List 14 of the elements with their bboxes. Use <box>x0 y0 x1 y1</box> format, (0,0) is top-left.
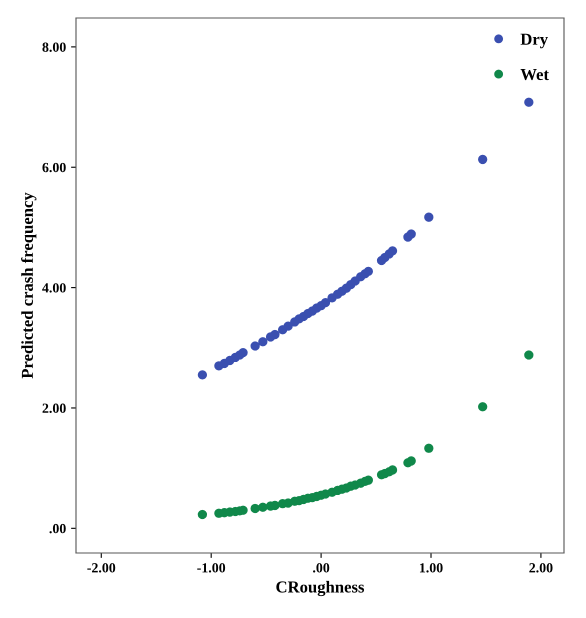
x-tick-label: 2.00 <box>529 563 553 573</box>
y-axis-title: Predicted crash frequency <box>21 192 36 378</box>
y-tick-label: 2.00 <box>42 404 66 413</box>
x-axis-title: CRoughness <box>276 580 364 596</box>
legend-label: Dry <box>520 34 548 48</box>
y-tick-label: .00 <box>50 524 66 534</box>
y-tick-label: 4.00 <box>42 283 66 293</box>
x-tick-label: .00 <box>313 563 330 573</box>
x-tick-label: 1.00 <box>420 563 443 573</box>
x-tick-label: -1.00 <box>197 563 226 573</box>
y-tick-label: 6.00 <box>42 162 66 172</box>
x-tick-label: -2.00 <box>87 563 116 573</box>
legend-label: Wet <box>520 69 549 80</box>
y-tick-label: 8.00 <box>42 42 66 52</box>
